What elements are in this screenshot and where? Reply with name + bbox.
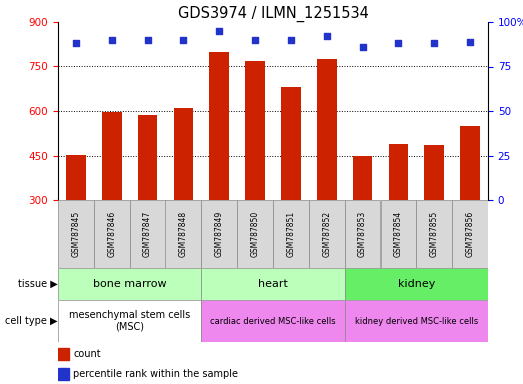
Text: kidney: kidney — [397, 279, 435, 289]
Bar — [94, 200, 130, 268]
Point — [358, 44, 367, 50]
Text: mesenchymal stem cells
(MSC): mesenchymal stem cells (MSC) — [69, 310, 190, 332]
Bar — [58, 268, 201, 300]
Text: cardiac derived MSC-like cells: cardiac derived MSC-like cells — [210, 316, 336, 326]
Text: GSM787848: GSM787848 — [179, 211, 188, 257]
Point — [323, 33, 331, 39]
Bar — [58, 200, 94, 268]
Bar — [416, 200, 452, 268]
Bar — [381, 200, 416, 268]
Text: GSM787846: GSM787846 — [107, 211, 116, 257]
Text: GSM787850: GSM787850 — [251, 211, 259, 257]
Text: GSM787856: GSM787856 — [465, 211, 474, 257]
Bar — [309, 200, 345, 268]
Point — [143, 37, 152, 43]
Text: GSM787855: GSM787855 — [430, 211, 439, 257]
Bar — [102, 113, 122, 200]
Bar — [273, 200, 309, 268]
Bar — [245, 61, 265, 200]
Point — [287, 37, 295, 43]
Bar — [66, 155, 86, 200]
Point — [251, 37, 259, 43]
Point — [466, 38, 474, 45]
Text: percentile rank within the sample: percentile rank within the sample — [73, 369, 238, 379]
Bar — [353, 156, 372, 200]
Bar — [389, 144, 408, 200]
Text: cell type ▶: cell type ▶ — [6, 316, 58, 326]
Bar — [58, 300, 201, 342]
Text: GSM787847: GSM787847 — [143, 211, 152, 257]
Title: GDS3974 / ILMN_1251534: GDS3974 / ILMN_1251534 — [178, 6, 368, 22]
Text: heart: heart — [258, 279, 288, 289]
Bar — [174, 108, 194, 200]
Text: GSM787849: GSM787849 — [215, 211, 224, 257]
Point — [72, 40, 80, 46]
Bar — [281, 87, 301, 200]
Bar — [345, 200, 381, 268]
Bar — [58, 348, 69, 360]
Bar — [460, 126, 480, 200]
Bar — [201, 200, 237, 268]
Bar — [237, 200, 273, 268]
Point — [215, 28, 223, 34]
Point — [430, 40, 438, 46]
Bar — [452, 200, 488, 268]
Bar — [201, 268, 345, 300]
Text: GSM787852: GSM787852 — [322, 211, 331, 257]
Text: tissue ▶: tissue ▶ — [18, 279, 58, 289]
Bar — [345, 268, 488, 300]
Bar — [209, 52, 229, 200]
Bar — [130, 200, 165, 268]
Bar — [424, 145, 444, 200]
Bar — [58, 368, 69, 380]
Bar — [165, 200, 201, 268]
Text: GSM787853: GSM787853 — [358, 211, 367, 257]
Text: kidney derived MSC-like cells: kidney derived MSC-like cells — [355, 316, 478, 326]
Bar — [201, 300, 345, 342]
Text: GSM787851: GSM787851 — [287, 211, 295, 257]
Bar — [138, 116, 157, 200]
Bar — [345, 300, 488, 342]
Text: GSM787854: GSM787854 — [394, 211, 403, 257]
Point — [394, 40, 403, 46]
Point — [179, 37, 188, 43]
Text: bone marrow: bone marrow — [93, 279, 166, 289]
Point — [108, 37, 116, 43]
Text: count: count — [73, 349, 100, 359]
Text: GSM787845: GSM787845 — [72, 211, 81, 257]
Bar — [317, 59, 337, 200]
